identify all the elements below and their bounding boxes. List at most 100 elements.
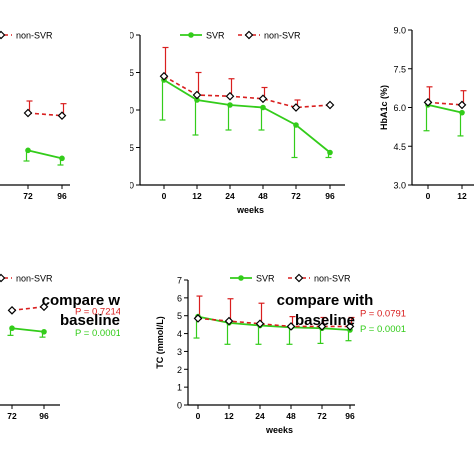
data-point-non-svr: [325, 100, 335, 110]
data-point-non-svr: [225, 91, 235, 101]
y-tick-label: 1: [177, 383, 182, 393]
series-line-svr: [11, 327, 45, 333]
panel-content: 72 96 non-SVR: [0, 30, 70, 201]
y-tick-label: 7: [177, 276, 182, 286]
annotation-title: baseline: [60, 312, 120, 329]
x-tick-label: 48: [286, 411, 296, 421]
legend-marker-non-svr: [244, 30, 254, 40]
legend-marker-non-svr: [294, 273, 304, 283]
series-line-svr: [197, 315, 351, 331]
x-tick-label: 0: [162, 191, 167, 201]
legend-label: SVR: [256, 274, 275, 284]
data-point-svr: [327, 149, 333, 156]
x-tick-label: 96: [57, 191, 67, 201]
x-tick-label: 96: [39, 411, 49, 421]
data-point-svr: [459, 109, 465, 116]
x-tick-label: 12: [457, 191, 467, 201]
data-point-non-svr: [258, 94, 268, 104]
y-tick-label: 7.5: [393, 64, 406, 74]
data-point-svr: [59, 155, 65, 162]
legend-marker-svr: [238, 275, 244, 281]
series-line-svr: [27, 149, 63, 160]
legend-marker-non-svr: [0, 30, 6, 40]
y-tick-label: 4.5: [393, 142, 406, 152]
annotation-title: compare with: [277, 292, 374, 309]
y-axis-label: PBG-2h (mmol/L): [107, 73, 117, 147]
legend-label: non-SVR: [16, 274, 53, 284]
x-axis-label: weeks: [265, 425, 293, 435]
annotation-title: baseline: [295, 312, 355, 329]
p-value-non-svr: P = 0.0791: [360, 309, 406, 320]
y-axis-label: HbA1c (%): [379, 85, 389, 130]
data-point-non-svr: [423, 97, 433, 107]
p-value-svr: P = 0.0001: [360, 324, 406, 335]
legend-label: non-SVR: [314, 274, 351, 284]
legend-marker-non-svr: [0, 273, 6, 283]
x-tick-label: 0: [196, 411, 201, 421]
y-tick-label: 6: [177, 293, 182, 303]
y-tick-label: 6.0: [121, 106, 134, 116]
x-tick-label: 72: [317, 411, 327, 421]
y-tick-label: 9.0: [393, 26, 406, 36]
y-tick-label: 2: [177, 365, 182, 375]
series-line-svr: [163, 79, 331, 154]
y-tick-label: 3.0: [393, 181, 406, 191]
annotation-title: compare with: [42, 292, 139, 309]
legend-label: non-SVR: [16, 31, 53, 41]
panel-content: 3.0 4.5 6.0 7.5 9.0 0 12 HbA1c (%): [379, 26, 474, 201]
data-point-svr: [41, 328, 47, 335]
data-point-non-svr: [193, 314, 203, 323]
x-tick-label: 24: [225, 191, 235, 201]
y-tick-label: 6.0: [393, 103, 406, 113]
data-point-non-svr: [317, 322, 327, 331]
x-axis-label: weeks: [236, 205, 264, 215]
x-tick-label: 0: [426, 191, 431, 201]
x-tick-label: 72: [7, 411, 17, 421]
y-tick-label: 0: [177, 401, 182, 411]
legend-marker-svr: [188, 32, 194, 38]
data-point-svr: [194, 97, 200, 103]
series-line-non-svr: [11, 305, 45, 312]
data-point-non-svr: [255, 319, 265, 329]
data-point-svr: [293, 122, 299, 128]
x-tick-label: 96: [345, 411, 355, 421]
x-tick-label: 96: [325, 191, 335, 201]
chart-panel-3: 3.0 4.5 6.0 7.5 9.0 0 12 HbA1c (%): [379, 26, 474, 201]
p-value-svr: P = 0.0001: [75, 328, 121, 339]
data-point-non-svr: [159, 71, 169, 81]
data-point-non-svr: [286, 322, 296, 331]
data-point-svr: [25, 147, 31, 154]
data-point-non-svr: [23, 108, 33, 118]
p-value-non-svr: P = 0.7214: [75, 306, 121, 317]
data-point-svr: [9, 325, 15, 332]
y-tick-label: 3.0: [121, 181, 134, 191]
series-line-non-svr: [27, 112, 63, 117]
y-axis-label: TC (mmol/L): [155, 316, 165, 369]
data-point-svr: [260, 104, 266, 111]
x-tick-label: 12: [224, 411, 234, 421]
x-tick-label: 72: [23, 191, 33, 201]
y-tick-label: 4: [177, 329, 182, 339]
data-point-non-svr: [224, 316, 234, 326]
y-tick-label: 7.5: [121, 68, 134, 78]
y-tick-label: 4.5: [121, 143, 134, 153]
y-tick-label: 9.0: [121, 31, 134, 41]
data-point-svr: [227, 102, 233, 108]
x-tick-label: 12: [192, 191, 202, 201]
series-line-svr: [427, 104, 463, 114]
legend-label: SVR: [206, 31, 225, 41]
x-tick-label: 24: [255, 411, 265, 421]
series-line-non-svr: [427, 101, 463, 106]
data-point-non-svr: [57, 111, 67, 121]
y-tick-label: 3: [177, 347, 182, 357]
data-point-non-svr: [39, 302, 49, 312]
panel-content: 3.0 4.5 6.0 7.5 9.0 0 12 24 48 72 96 weeks PBG-2h (m…: [107, 30, 345, 215]
data-point-non-svr: [291, 103, 301, 112]
legend-label: non-SVR: [264, 31, 301, 41]
series-line-non-svr: [163, 75, 331, 109]
series-line-non-svr: [197, 317, 350, 328]
